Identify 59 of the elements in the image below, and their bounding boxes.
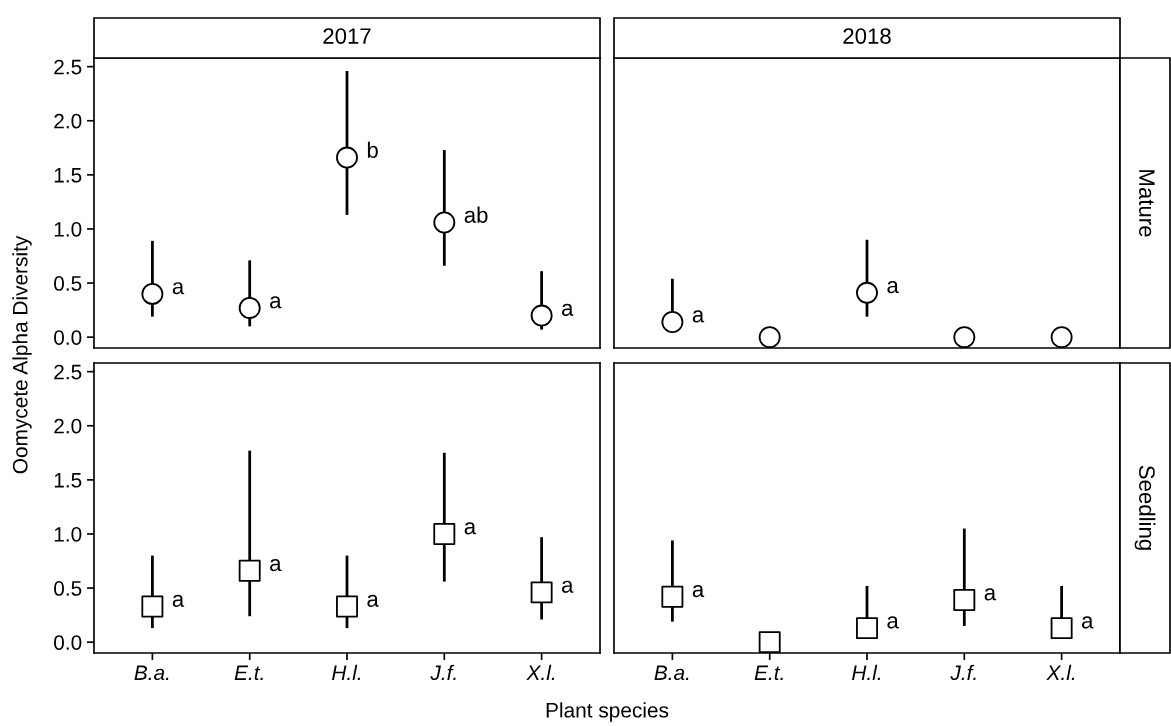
annotation: a [270,558,282,572]
x-tick-label: B.a. [134,665,169,681]
point [141,282,164,305]
point [758,631,781,653]
annotation: a [562,303,574,316]
point [336,595,358,618]
annotation: a [1082,616,1094,629]
point [661,585,684,608]
x-axis-title: Plant species [546,702,669,722]
y-tick-label: 1.5 [54,473,82,488]
annotation: a [692,310,705,323]
chart-title: 2017 [323,28,371,44]
x-tick-label: B.a. [654,665,689,681]
y-tick-label: 0.5 [54,276,82,291]
x-tick-label: H.l. [332,664,361,680]
annotation: b [367,141,378,158]
y-tick-label: 0.0 [54,330,82,345]
y-tick-label: 1.0 [54,221,82,237]
y-axis-title: Oomycete Alpha Diversity [12,235,32,474]
annotation: a [464,522,477,535]
point [336,146,358,169]
y-tick-label: 2.0 [54,418,82,434]
annotation: a [172,282,185,295]
point [1050,617,1073,640]
x-tick-label: X.l. [526,664,555,680]
annotation: a [562,580,574,593]
point [141,595,164,618]
point [530,304,553,327]
x-tick-label: X.l. [1046,664,1075,680]
y-tick-label: 2.5 [54,59,82,75]
annotation: a [692,584,705,598]
point [856,617,878,640]
x-tick-label: J.f. [950,664,976,681]
point [433,211,456,234]
y-tick-label: 2.5 [54,364,82,380]
annotation: a [270,296,282,309]
point [238,559,261,582]
point [530,581,553,604]
annotation: a [887,616,899,629]
text: Mature [1139,170,1155,237]
text: Seedling [1134,465,1156,550]
chart-title: 2018 [843,28,891,44]
annotation: a [172,594,185,607]
annotation: a [887,281,899,294]
y-tick-label: 1.5 [54,168,82,183]
annotation: a [984,588,997,601]
y-tick-label: 2.0 [54,113,82,129]
point [238,296,261,319]
x-tick-label: H.l. [852,664,881,680]
y-tick-label: 0.0 [54,635,82,650]
x-tick-label: E.t. [754,665,783,681]
x-tick-label: E.t. [234,665,263,681]
y-tick-label: 0.5 [54,581,82,596]
annotation: a [367,594,379,607]
y-tick-label: 1.0 [54,526,82,542]
point [433,523,456,545]
point [953,589,976,611]
annotation: ab [464,206,488,223]
x-tick-label: J.f. [430,664,456,681]
